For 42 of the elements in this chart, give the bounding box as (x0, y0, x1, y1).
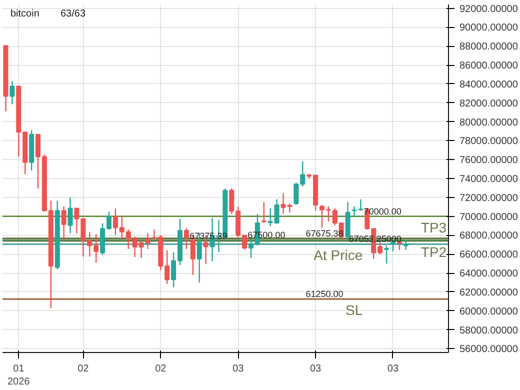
y-tick-label: 76000.00000 (460, 155, 518, 166)
x-tick-label: 03 (310, 364, 322, 374)
y-tick-label: 90000.00000 (460, 22, 518, 34)
y-tick-label: 56000.00000 (460, 344, 518, 356)
annotation: At Price (314, 247, 363, 264)
y-tick-label: 58000.00000 (460, 325, 518, 336)
candlestick (403, 238, 408, 250)
candlestick (61, 206, 66, 242)
y-tick-label: 80000.00000 (460, 117, 518, 128)
y-tick-label: 70000.00000 (460, 212, 518, 223)
y-tick-label: 78000.00000 (460, 136, 518, 148)
candlestick (184, 228, 189, 250)
y-tick-label: 74000.00000 (460, 174, 518, 185)
x-tick-label: 01 2026 (8, 364, 30, 388)
y-tick-label: 72000.00000 (460, 192, 518, 204)
y-tick-label: 64000.00000 (460, 268, 518, 280)
candlestick (10, 80, 15, 105)
annotation: TP3 (420, 219, 447, 236)
y-tick-label: 66000.00000 (460, 250, 518, 261)
x-tick-label: 03 (232, 364, 244, 374)
candlestick (358, 198, 364, 212)
y-tick-label: 82000.00000 (460, 98, 518, 110)
candlestick (384, 245, 390, 264)
annotation: TP2 (420, 244, 447, 260)
x-tick-label: 03 (387, 364, 399, 374)
y-tick-label: 88000.00000 (460, 42, 518, 53)
y-tick-label: 92000.00000 (460, 4, 518, 15)
ref-line-label: 67375.39 (190, 231, 228, 242)
x-tick-label: 02 (155, 364, 167, 374)
chart-subtitle: 63/63 (60, 8, 86, 20)
chart-title: bitcoin (10, 8, 40, 20)
candlestick (261, 202, 266, 224)
y-tick-label: 60000.00000 (460, 306, 518, 318)
ref-line-label: 61250.00 (306, 289, 344, 300)
y-tick-label: 68000.00000 (460, 230, 518, 242)
annotation: SL (346, 302, 363, 318)
x-tick-label: 02 (78, 364, 90, 374)
y-tick-label: 84000.00000 (460, 79, 518, 90)
y-tick-label: 86000.00000 (460, 60, 518, 72)
candlestick (68, 196, 73, 234)
candlestick (352, 206, 357, 218)
y-tick-label: 62000.00000 (460, 287, 518, 298)
